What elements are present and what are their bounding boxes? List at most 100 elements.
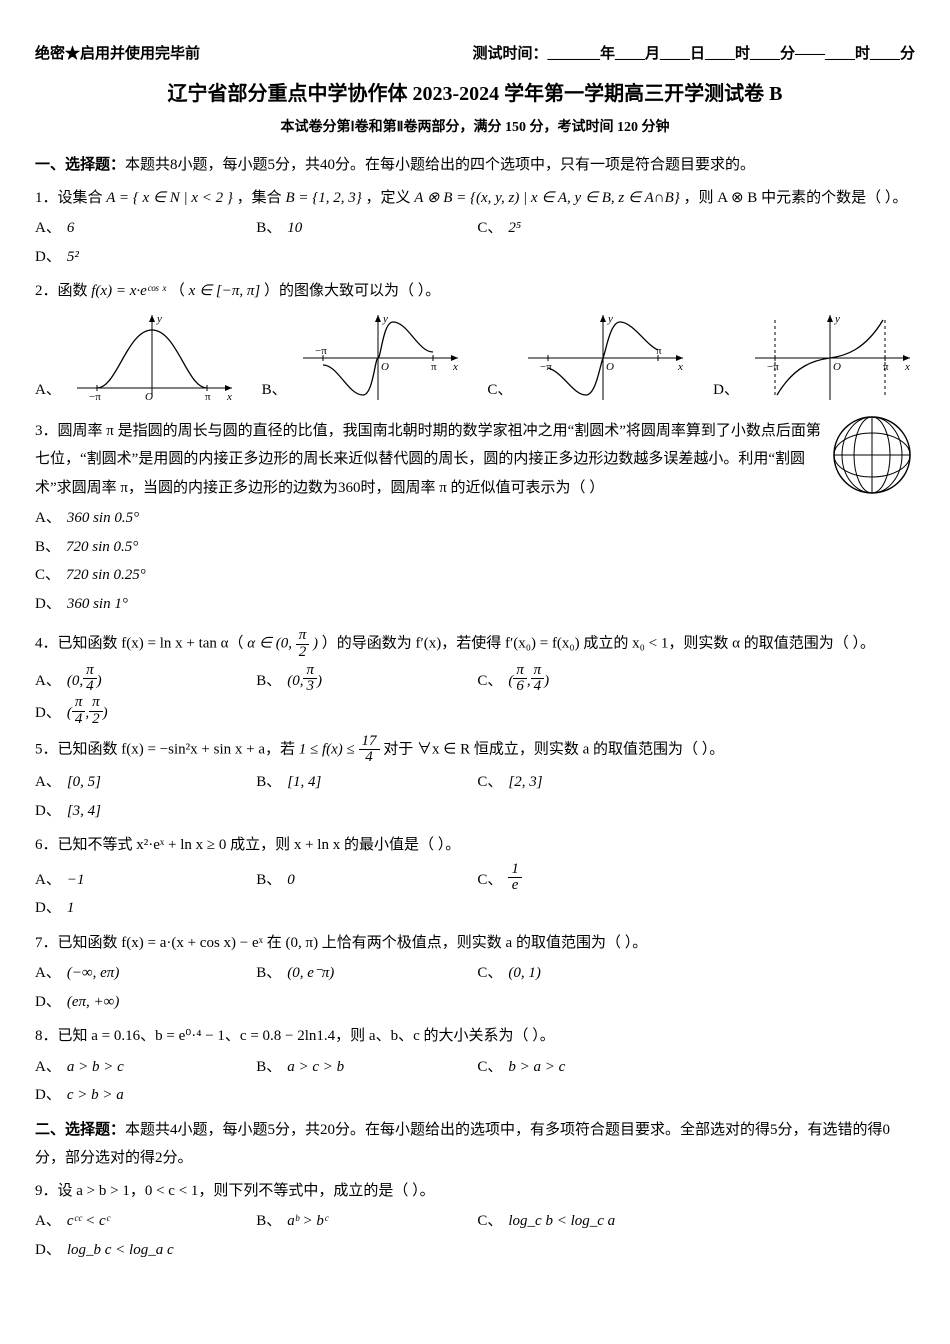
q1-C: 2⁵: [508, 214, 521, 243]
exam-subtitle: 本试卷分第Ⅰ卷和第Ⅱ卷两部分，满分 150 分，考试时间 120 分钟: [35, 115, 915, 142]
q8-B: a > c > b: [287, 1053, 344, 1082]
q3-B-lbl: B、: [35, 533, 60, 562]
q1-D: 5²: [67, 243, 79, 272]
q2-graph-B: O x y −ππ: [293, 310, 463, 405]
q1-setA: A = { x ∈ N | x < 2 }: [106, 190, 233, 206]
q8-D-lbl: D、: [35, 1081, 61, 1110]
q6-C-lbl: C、: [477, 866, 502, 895]
q2-dom: x ∈ [−π, π]: [189, 283, 261, 299]
q4-C-n2: π: [531, 663, 545, 680]
q6-A-lbl: A、: [35, 866, 61, 895]
q4-D-d2: 2: [89, 712, 103, 728]
q5-A-lbl: A、: [35, 768, 61, 797]
q3-block: 3．圆周率 π 是指圆的周长与圆的直径的比值，我国南北朝时期的数学家祖冲之用“割…: [35, 413, 915, 625]
section1-desc: 本题共8小题，每小题5分，共40分。在每小题给出的四个选项中，只有一项是符合题目…: [125, 157, 755, 173]
q5-C: [2, 3]: [508, 768, 542, 797]
q3-D-lbl: D、: [35, 590, 61, 619]
q7-B-lbl: B、: [256, 959, 281, 988]
section2-label: 二、选择题：: [35, 1122, 125, 1138]
q4-t2: ）的导函数为 f′(x)，若使得 f′(x₀) = f(x₀) 成立的 x₀ <…: [322, 636, 875, 652]
q8-A-lbl: A、: [35, 1053, 61, 1082]
q4-opts: A、 (0, π4 ) B、 (0, π3 ) C、 ( π6 , π4 ) D…: [35, 663, 915, 728]
q7-A-lbl: A、: [35, 959, 61, 988]
q2-graph-C: O x y −ππ: [518, 310, 688, 405]
q2-graphs: A、 O x y −ππ B、 O x y −ππ C、 O: [35, 310, 915, 405]
q1-C-lbl: C、: [477, 214, 502, 243]
section1-heading: 一、选择题：本题共8小题，每小题5分，共40分。在每小题给出的四个选项中，只有一…: [35, 151, 915, 180]
section2-desc: 本题共4小题，每小题5分，共20分。在每小题给出的选项中，有多项符合题目要求。全…: [35, 1122, 890, 1167]
svg-text:π: π: [431, 361, 437, 373]
section2-heading: 二、选择题：本题共4小题，每小题5分，共20分。在每小题给出的选项中，有多项符合…: [35, 1116, 915, 1173]
svg-text:π: π: [883, 361, 889, 373]
svg-text:−π: −π: [540, 361, 552, 373]
q3-C-lbl: C、: [35, 561, 60, 590]
q4-C-lbl: C、: [477, 667, 502, 696]
q7-stem: 7．已知函数 f(x) = a·(x + cos x) − eˣ 在 (0, π…: [35, 929, 915, 958]
q5-t2: 对于 ∀x ∈ R 恒成立，则实数 a 的取值范围为（ ）。: [383, 741, 724, 757]
q4-ap: α ∈ (0,: [247, 636, 295, 652]
q4-stem: 4．已知函数 f(x) = ln x + tan α（ α ∈ (0, π2 )…: [35, 628, 915, 661]
q4-t1: 4．已知函数 f(x) = ln x + tan α（: [35, 636, 244, 652]
q4-C-d1: 6: [513, 679, 527, 695]
q4-B-d: 3: [303, 679, 317, 695]
q9-stem: 9．设 a > b > 1，0 < c < 1，则下列不等式中，成立的是（ ）。: [35, 1177, 915, 1206]
q5-B: [1, 4]: [287, 768, 321, 797]
exam-title: 辽宁省部分重点中学协作体 2023-2024 学年第一学期高三开学测试卷 B: [35, 75, 915, 113]
q8-B-lbl: B、: [256, 1053, 281, 1082]
q4-D-d1: 4: [72, 712, 86, 728]
q5-A: [0, 5]: [67, 768, 101, 797]
q9-D: log_b c < log_a c: [67, 1236, 174, 1265]
q4-A-r: ): [97, 667, 102, 696]
q3-B: 720 sin 0.5°: [66, 533, 138, 562]
q7-D-lbl: D、: [35, 988, 61, 1017]
q4-A-lbl: A、: [35, 667, 61, 696]
q4-D-lbl: D、: [35, 699, 61, 728]
q6-B-lbl: B、: [256, 866, 281, 895]
svg-text:O: O: [606, 361, 614, 373]
q1-t4: ，则 A ⊗ B 中元素的个数是（ ）。: [683, 190, 907, 206]
q4-B-r: ): [317, 667, 322, 696]
q1-B: 10: [287, 214, 302, 243]
q2-graph-A: O x y −ππ: [67, 310, 237, 405]
svg-text:−π: −π: [89, 391, 101, 403]
svg-text:π: π: [205, 391, 211, 403]
q3-stem: 3．圆周率 π 是指圆的周长与圆的直径的比值，我国南北朝时期的数学家祖冲之用“割…: [35, 417, 825, 503]
q7-B: (0, e⁻π): [287, 959, 334, 988]
q1-opts: A、6 B、10 C、2⁵ D、5²: [35, 214, 915, 271]
svg-text:O: O: [145, 391, 153, 403]
q8-stem: 8．已知 a = 0.16、b = e⁰·⁴ − 1、c = 0.8 − 2ln…: [35, 1022, 915, 1051]
q1-B-lbl: B、: [256, 214, 281, 243]
q4-B-l: (0,: [287, 667, 303, 696]
q9-A: cᶜᶜ < cᶜ: [67, 1207, 110, 1236]
q1-stem: 1．设集合 A = { x ∈ N | x < 2 } ，集合 B = {1, …: [35, 184, 915, 213]
q4-D-n1: π: [72, 695, 86, 712]
svg-text:O: O: [381, 361, 389, 373]
q2-graph-D: O x y −ππ: [745, 310, 915, 405]
svg-text:y: y: [382, 313, 388, 325]
q6-A: −1: [67, 866, 85, 895]
q3-A: 360 sin 0.5°: [67, 504, 139, 533]
svg-text:−π: −π: [767, 361, 779, 373]
q1-t3: ，定义: [365, 190, 414, 206]
q6-C-n: 1: [508, 862, 522, 879]
svg-text:y: y: [834, 313, 840, 325]
q2-fn: f(x) = x·eᶜᵒˢ ˣ: [91, 283, 166, 299]
q1-def: A ⊗ B = {(x, y, z) | x ∈ A, y ∈ B, z ∈ A…: [414, 190, 679, 206]
q9-C: log_c b < log_c a: [508, 1207, 615, 1236]
q6-stem: 6．已知不等式 x²·eˣ + ln x ≥ 0 成立，则 x + ln x 的…: [35, 831, 915, 860]
q4-B-n: π: [303, 663, 317, 680]
q3-circle-icon: [830, 413, 915, 498]
svg-text:−π: −π: [315, 345, 327, 357]
q4-ar: ): [313, 636, 318, 652]
q9-C-lbl: C、: [477, 1207, 502, 1236]
q9-D-lbl: D、: [35, 1236, 61, 1265]
q2-stem: 2．函数 f(x) = x·eᶜᵒˢ ˣ （ x ∈ [−π, π] ）的图像大…: [35, 277, 915, 306]
q9-B: aᵇ > bᶜ: [287, 1207, 328, 1236]
q5-opts: A、[0, 5] B、[1, 4] C、[2, 3] D、[3, 4]: [35, 768, 915, 825]
svg-text:x: x: [904, 361, 910, 373]
q5-D-lbl: D、: [35, 797, 61, 826]
svg-text:x: x: [677, 361, 683, 373]
q5-ip: 1 ≤ f(x) ≤: [299, 741, 359, 757]
q2-C-lbl: C、: [487, 376, 512, 405]
svg-text:x: x: [226, 391, 232, 403]
